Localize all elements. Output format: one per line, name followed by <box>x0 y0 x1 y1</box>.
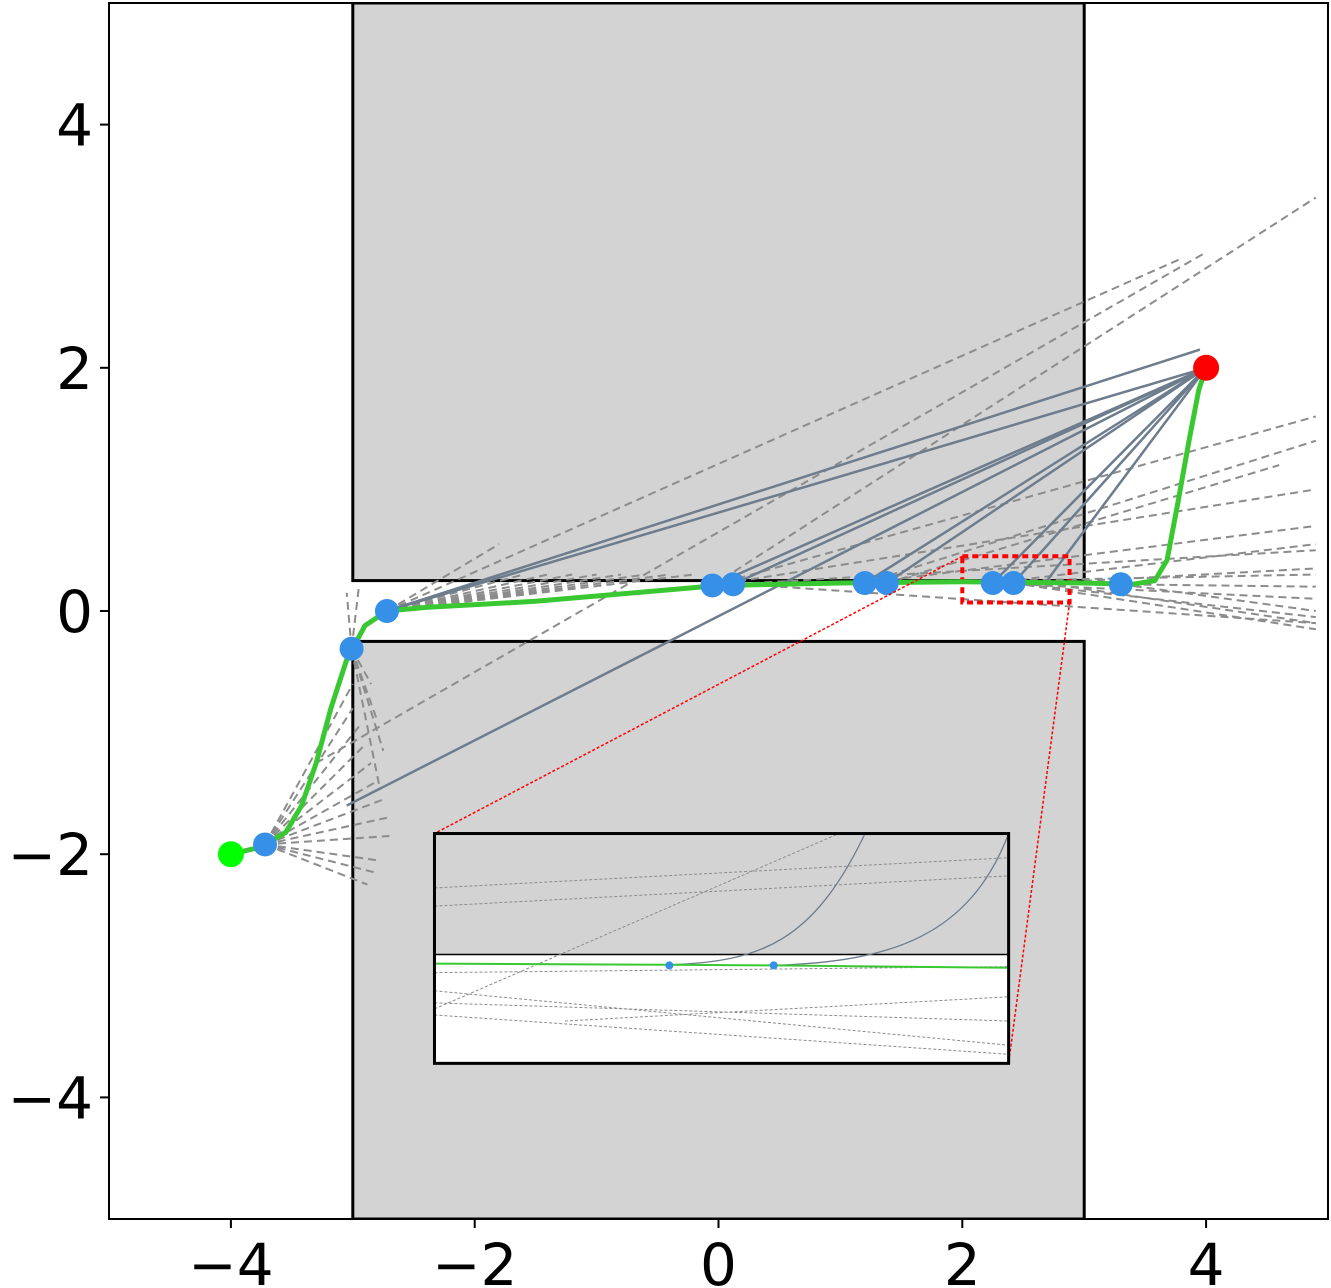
inset-trajectory-path <box>434 962 1009 969</box>
x-tick-label: −4 <box>188 1231 274 1288</box>
dashed-ray <box>1013 582 1316 588</box>
waypoint <box>874 571 899 596</box>
waypoint <box>1001 571 1026 596</box>
dashed-ray <box>864 439 1317 584</box>
dashed-ray <box>1120 583 1316 612</box>
dashed-ray <box>386 257 1183 612</box>
inset-waypoint <box>665 961 674 970</box>
x-tick-label: −2 <box>432 1231 518 1288</box>
solid-ray <box>386 366 1207 613</box>
inset-obstacle <box>434 833 1009 955</box>
zoom-connector <box>434 555 963 835</box>
dashed-ray <box>1013 582 1316 619</box>
y-tick-label: 4 <box>56 92 93 160</box>
inset-waypoint <box>769 961 778 970</box>
x-tick-label: 0 <box>700 1231 737 1288</box>
waypoint <box>374 599 399 623</box>
inset-solid-ray <box>773 833 1009 967</box>
inset-dashed-ray <box>434 857 1009 889</box>
solid-ray <box>886 366 1207 585</box>
dashed-ray <box>1045 582 1316 625</box>
zoom-connector <box>1007 602 1071 1064</box>
solid-ray <box>1044 367 1208 584</box>
axis-ticks: −4 −2 0 2 4 4 2 0 −2 −4 <box>8 92 1225 1288</box>
dashed-ray <box>712 488 1316 587</box>
inset-dashed-ray <box>434 1002 1009 1022</box>
dashed-ray <box>264 834 390 846</box>
dashed-ray <box>264 744 366 846</box>
dashed-ray <box>264 780 378 846</box>
solid-ray <box>386 348 1201 613</box>
dashed-ray <box>264 683 354 845</box>
solid-ray <box>864 366 1207 585</box>
solid-ray <box>732 366 1207 586</box>
waypoint <box>980 571 1005 596</box>
inset-content <box>434 833 1009 1055</box>
dashed-ray <box>264 816 388 846</box>
dashed-ray <box>712 415 1317 587</box>
x-tick-label: 4 <box>1188 1231 1225 1288</box>
dashed-ray <box>264 707 354 846</box>
y-tick-label: −4 <box>8 1064 94 1132</box>
waypoint <box>253 832 278 857</box>
trajectory-path <box>230 367 1209 857</box>
y-tick-label: 0 <box>56 578 93 646</box>
inset-dashed-ray <box>434 875 1009 907</box>
dashed-ray <box>1045 567 1316 585</box>
dashed-ray <box>264 762 372 846</box>
waypoint <box>700 573 725 598</box>
dashed-ray <box>386 573 524 612</box>
inset-frame <box>432 832 1011 1065</box>
dashed-ray <box>264 798 384 846</box>
inset-axes <box>432 832 1011 1065</box>
dashed-ray <box>350 586 360 649</box>
inset-dashed-ray <box>434 1014 1009 1055</box>
dashed-ray <box>864 524 1316 585</box>
waypoint <box>1108 572 1133 597</box>
inset-dashed-ray <box>434 966 1009 974</box>
dashed-ray <box>711 196 1317 587</box>
waypoint <box>852 571 877 596</box>
dashed-ray <box>992 582 1316 600</box>
plot-area <box>108 2 1329 1220</box>
dashed-ray <box>315 251 1207 764</box>
dashed-ray <box>386 543 500 612</box>
y-tick-label: 2 <box>56 335 93 403</box>
inset-dashed-ray <box>434 833 840 1010</box>
dashed-ray <box>992 543 1316 585</box>
x-tick-label: 2 <box>944 1231 981 1288</box>
waypoint <box>721 572 746 597</box>
inset-solid-ray <box>669 833 866 966</box>
dashed-ray <box>712 549 1316 587</box>
dashed-ray <box>386 573 670 612</box>
dashed-ray <box>350 648 381 788</box>
dashed-ray <box>1013 582 1316 631</box>
dashed-ray <box>779 585 1316 625</box>
solid-ray <box>1012 366 1208 584</box>
inset-dashed-ray <box>434 990 1009 1046</box>
waypoint <box>339 636 364 661</box>
y-tick-label: −2 <box>8 821 94 889</box>
dashed-ray <box>350 648 385 752</box>
dashed-ray <box>345 592 353 649</box>
dashed-ray <box>264 843 378 862</box>
solid-ray <box>991 366 1207 584</box>
obstacle-1 <box>351 3 1086 583</box>
dashed-ray <box>264 843 375 874</box>
dashed-ray <box>386 573 597 612</box>
goal-point <box>1193 354 1220 381</box>
start-point <box>217 841 244 868</box>
solid-ray <box>711 366 1207 587</box>
axes-content <box>217 3 1317 1219</box>
dashed-ray <box>264 843 368 886</box>
dashed-ray <box>886 464 1280 584</box>
inset-dashed-ray <box>564 996 1009 1022</box>
